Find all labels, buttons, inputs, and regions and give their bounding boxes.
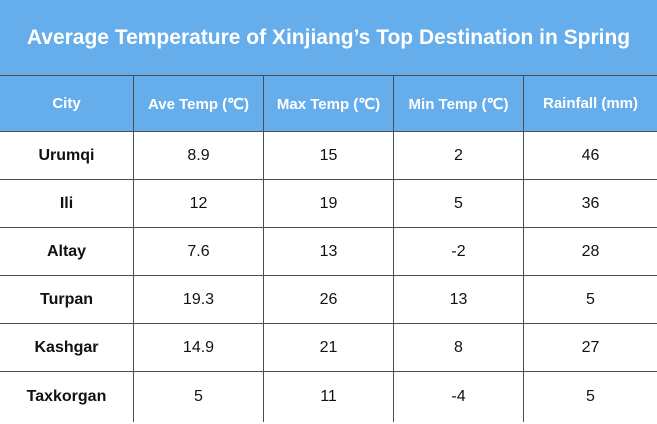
table: City Ave Temp (℃) Max Temp (℃) Min Temp (℃)… [0,76,657,422]
column-header: Max Temp (℃) [264,76,394,132]
value-cell: 5 [134,372,264,422]
value-cell: 5 [394,180,524,228]
value-cell: 12 [134,180,264,228]
value-cell: 28 [524,228,657,276]
column-header: City [0,76,134,132]
title: Average Temperature of Xinjiang’s Top De… [0,0,657,76]
value-cell: 21 [264,324,394,372]
value-cell: 46 [524,132,657,180]
value-cell: -4 [394,372,524,422]
value-cell: 11 [264,372,394,422]
value-cell: 14.9 [134,324,264,372]
value-cell: 8 [394,324,524,372]
city-cell: Urumqi [0,132,134,180]
value-cell: 36 [524,180,657,228]
column-header: Ave Temp (℃) [134,76,264,132]
city-cell: Turpan [0,276,134,324]
value-cell: 19.3 [134,276,264,324]
value-cell: 2 [394,132,524,180]
value-cell: 13 [394,276,524,324]
value-cell: 5 [586,388,595,405]
value-cell: 8.9 [134,132,264,180]
column-header: Rainfall (mm) [524,76,657,132]
column-header: Min Temp (℃) [394,76,524,132]
value-cell: 13 [264,228,394,276]
value-cell: 19 [264,180,394,228]
city-cell: Taxkorgan [0,372,134,422]
value-cell: 15 [264,132,394,180]
value-cell: 7.6 [134,228,264,276]
value-cell: -2 [394,228,524,276]
value-cell: 26 [264,276,394,324]
city-cell: Altay [0,228,134,276]
value-cell: 5 [524,276,657,324]
value-cell: 27 [524,324,657,372]
city-cell: Ili [0,180,134,228]
city-cell: Kashgar [0,324,134,372]
